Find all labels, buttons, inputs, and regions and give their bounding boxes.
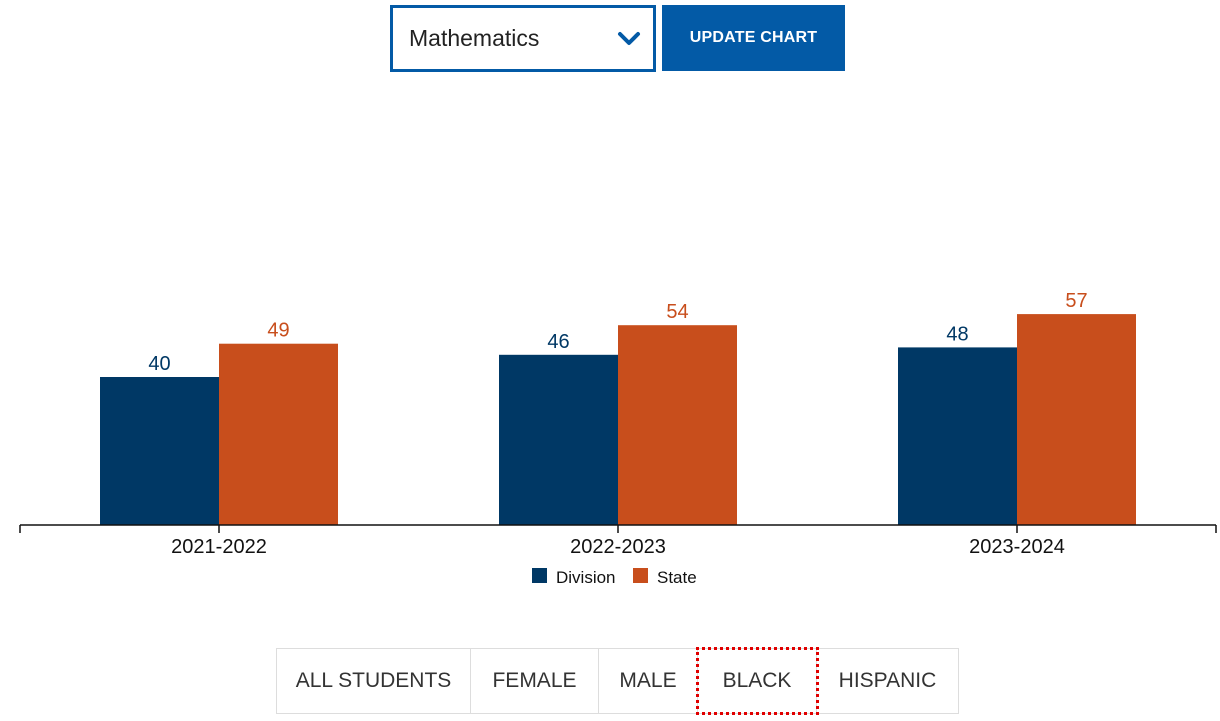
subject-select[interactable]: Mathematics	[390, 5, 656, 72]
legend-swatch-division	[532, 568, 547, 583]
student-group-tabs: ALL STUDENTS FEMALE MALE BLACK HISPANIC	[276, 647, 959, 715]
tab-female[interactable]: FEMALE	[471, 649, 599, 713]
tab-hispanic[interactable]: HISPANIC	[838, 669, 937, 692]
x-tick-label-2: 2022-2023	[570, 536, 666, 558]
chevron-down-icon	[618, 31, 640, 45]
bar-state-2	[618, 325, 737, 525]
data-label-division-1: 40	[148, 353, 170, 375]
bar-division-1	[100, 377, 219, 525]
data-label-state-1: 49	[267, 320, 289, 342]
data-label-division-3: 48	[946, 323, 968, 345]
legend-label-division: Division	[556, 568, 616, 587]
bar-state-3	[1017, 314, 1136, 525]
data-label-division-2: 46	[547, 331, 569, 353]
tab-all-students[interactable]: ALL STUDENTS	[277, 649, 471, 713]
bar-division-2	[499, 354, 618, 525]
subject-select-value: Mathematics	[409, 25, 540, 51]
legend-swatch-state	[633, 568, 648, 583]
x-tick-label-1: 2021-2022	[171, 536, 267, 558]
bar-division-3	[898, 347, 1017, 525]
update-chart-button[interactable]: UPDATE CHART	[662, 5, 845, 71]
bar-state-1	[219, 343, 338, 525]
data-label-state-2: 54	[666, 301, 688, 323]
tab-black[interactable]: BLACK	[696, 647, 819, 715]
bar-chart: 40 49 46 54 48 57 2021-2022 2022-2023 2023-2024 D…	[19, 290, 1217, 587]
data-label-state-3: 57	[1065, 290, 1087, 312]
chart-controls: Mathematics UPDATE CHART	[390, 5, 845, 72]
legend-label-state: State	[657, 568, 697, 587]
tab-male[interactable]: MALE	[599, 649, 698, 713]
x-tick-label-3: 2023-2024	[969, 536, 1065, 558]
